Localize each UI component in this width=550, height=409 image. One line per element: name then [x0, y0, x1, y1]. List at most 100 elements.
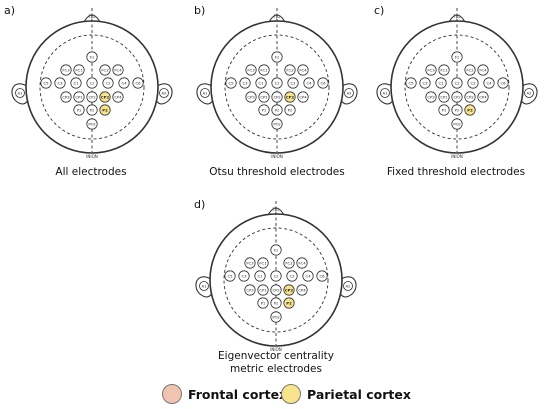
electrode-fz [451, 51, 463, 63]
fpz-label: Fpz [273, 207, 280, 212]
electrode-cp4 [477, 91, 489, 103]
electrode-fc4 [297, 64, 309, 76]
electrode-c2-label: C2 [290, 80, 296, 85]
inner-dashed-circle [39, 34, 145, 140]
eeg-head-diagram: Fpz INION A1 A2 Fz FC1 FC2 FC3 FC4 C5 C3 C1 Cz C2 C4 C6… [196, 8, 358, 159]
electrode-fc1-label: FC1 [260, 67, 268, 72]
right-ear-shape [520, 83, 538, 105]
electrode-a2 [343, 281, 353, 291]
electrode-fc4 [112, 64, 124, 76]
electrode-fz-label: Fz [90, 54, 94, 59]
electrode-cp4 [297, 91, 309, 103]
electrode-cz-label: Cz [274, 273, 279, 278]
electrode-cz [451, 77, 463, 89]
right-ear-shape [155, 83, 173, 105]
electrode-cp2-label: CP2 [285, 287, 294, 292]
electrode-poz-label: POz [453, 121, 460, 126]
electrode-cp4-label: CP4 [299, 94, 307, 99]
electrode-fc4-label: FC4 [298, 260, 306, 265]
electrode-pz [86, 104, 98, 116]
electrode-cz [271, 77, 283, 89]
panel-d-caption-line-2: metric electrodes [230, 363, 322, 375]
inion-label: INION [451, 154, 463, 159]
electrode-c5-label: C5 [227, 273, 233, 278]
electrode-fc3 [245, 64, 257, 76]
electrode-c1-label: C1 [258, 80, 264, 85]
eeg-head-diagram: Fpz INION A1 A2 Fz FC1 FC2 FC3 FC4 C5 C3 C1 Cz C2 C4 C6… [11, 8, 173, 159]
electrode-cp1-label: CP1 [75, 94, 83, 99]
electrode-p1-label: P1 [442, 107, 447, 112]
electrode-c6 [132, 77, 144, 89]
electrode-fc1 [73, 64, 85, 76]
electrode-p1 [257, 297, 269, 309]
electrode-cp3 [425, 91, 437, 103]
electrode-cp3-label: CP3 [246, 287, 254, 292]
electrode-cp1-label: CP1 [259, 287, 267, 292]
electrode-a1 [199, 281, 209, 291]
electrode-cp4-label: CP4 [114, 94, 122, 99]
electrode-cp2-label: CP2 [101, 94, 110, 99]
head-map-otsu-threshold: Fpz INION A1 A2 Fz FC1 FC2 FC3 FC4 C5 C3 C1 Cz C2 C4 C6… [187, 2, 367, 182]
electrode-fc2-label: FC2 [466, 67, 474, 72]
electrode-poz [86, 118, 98, 130]
electrode-c2 [287, 77, 299, 89]
electrode-cpz-label: CPz [454, 94, 461, 99]
electrode-fc3-label: FC3 [427, 67, 435, 72]
electrode-cpz [451, 91, 463, 103]
electrode-pz [271, 104, 283, 116]
electrode-cp2 [283, 284, 295, 296]
electrode-fc4 [296, 257, 308, 269]
electrode-fz [271, 51, 283, 63]
electrode-c2 [286, 270, 298, 282]
electrode-p1-label: P1 [262, 107, 267, 112]
electrode-pz-label: Pz [90, 107, 94, 112]
electrode-p2 [99, 104, 111, 116]
electrode-fz [86, 51, 98, 63]
panel-d-caption-line-1: Eigenvector centrality [218, 350, 334, 362]
electrode-cp1 [257, 284, 269, 296]
electrode-p1 [438, 104, 450, 116]
electrode-c5 [40, 77, 52, 89]
electrode-cp2 [99, 91, 111, 103]
electrode-fz-label: Fz [275, 54, 279, 59]
left-ear-shape [195, 276, 213, 298]
electrode-p2-label: P2 [102, 107, 108, 112]
legend-frontal-cortex: Frontal cortex [162, 384, 287, 404]
inner-dashed-circle [404, 34, 510, 140]
electrode-fc1 [438, 64, 450, 76]
electrode-c1 [254, 270, 266, 282]
electrode-cpz [86, 91, 98, 103]
electrode-p1 [73, 104, 85, 116]
electrode-c6 [317, 77, 329, 89]
electrode-a1 [15, 88, 25, 98]
electrode-c2-label: C2 [289, 273, 295, 278]
eeg-head-diagram: Fpz INION A1 A2 Fz FC1 FC2 FC3 FC4 C5 C3 C1 Cz C2 C4 C6… [195, 201, 357, 352]
electrode-poz-label: POz [88, 121, 95, 126]
legend-parietal-cortex: Parietal cortex [281, 384, 411, 404]
electrode-fc2-label: FC2 [285, 260, 293, 265]
panel-b-caption-line: Otsu threshold electrodes [209, 166, 345, 178]
left-ear-shape [376, 83, 394, 105]
electrode-c6-label: C6 [135, 80, 141, 85]
electrode-c3-label: C3 [57, 80, 63, 85]
electrode-label-a1: A1 [203, 92, 208, 96]
inner-dashed-circle [224, 34, 330, 140]
electrode-c4-label: C4 [486, 80, 492, 85]
electrode-p2-label: P2 [286, 300, 292, 305]
electrode-cz-label: Cz [455, 80, 460, 85]
electrode-cp2-label: CP2 [466, 94, 474, 99]
electrode-c4 [303, 77, 315, 89]
electrode-fc1 [257, 257, 269, 269]
inner-dashed-circle [223, 227, 329, 333]
electrode-fc4-label: FC4 [114, 67, 122, 72]
electrode-cp1-label: CP1 [440, 94, 448, 99]
panel-b-letter: b) [194, 4, 206, 17]
inion-label: INION [86, 154, 98, 159]
panel-c-letter: c) [374, 4, 385, 17]
electrode-cpz [270, 284, 282, 296]
electrode-cpz-label: CPz [273, 287, 280, 292]
electrode-c2 [467, 77, 479, 89]
electrode-c5-label: C5 [408, 80, 414, 85]
electrode-poz-label: POz [272, 314, 279, 319]
electrode-fc2-label: FC2 [101, 67, 109, 72]
